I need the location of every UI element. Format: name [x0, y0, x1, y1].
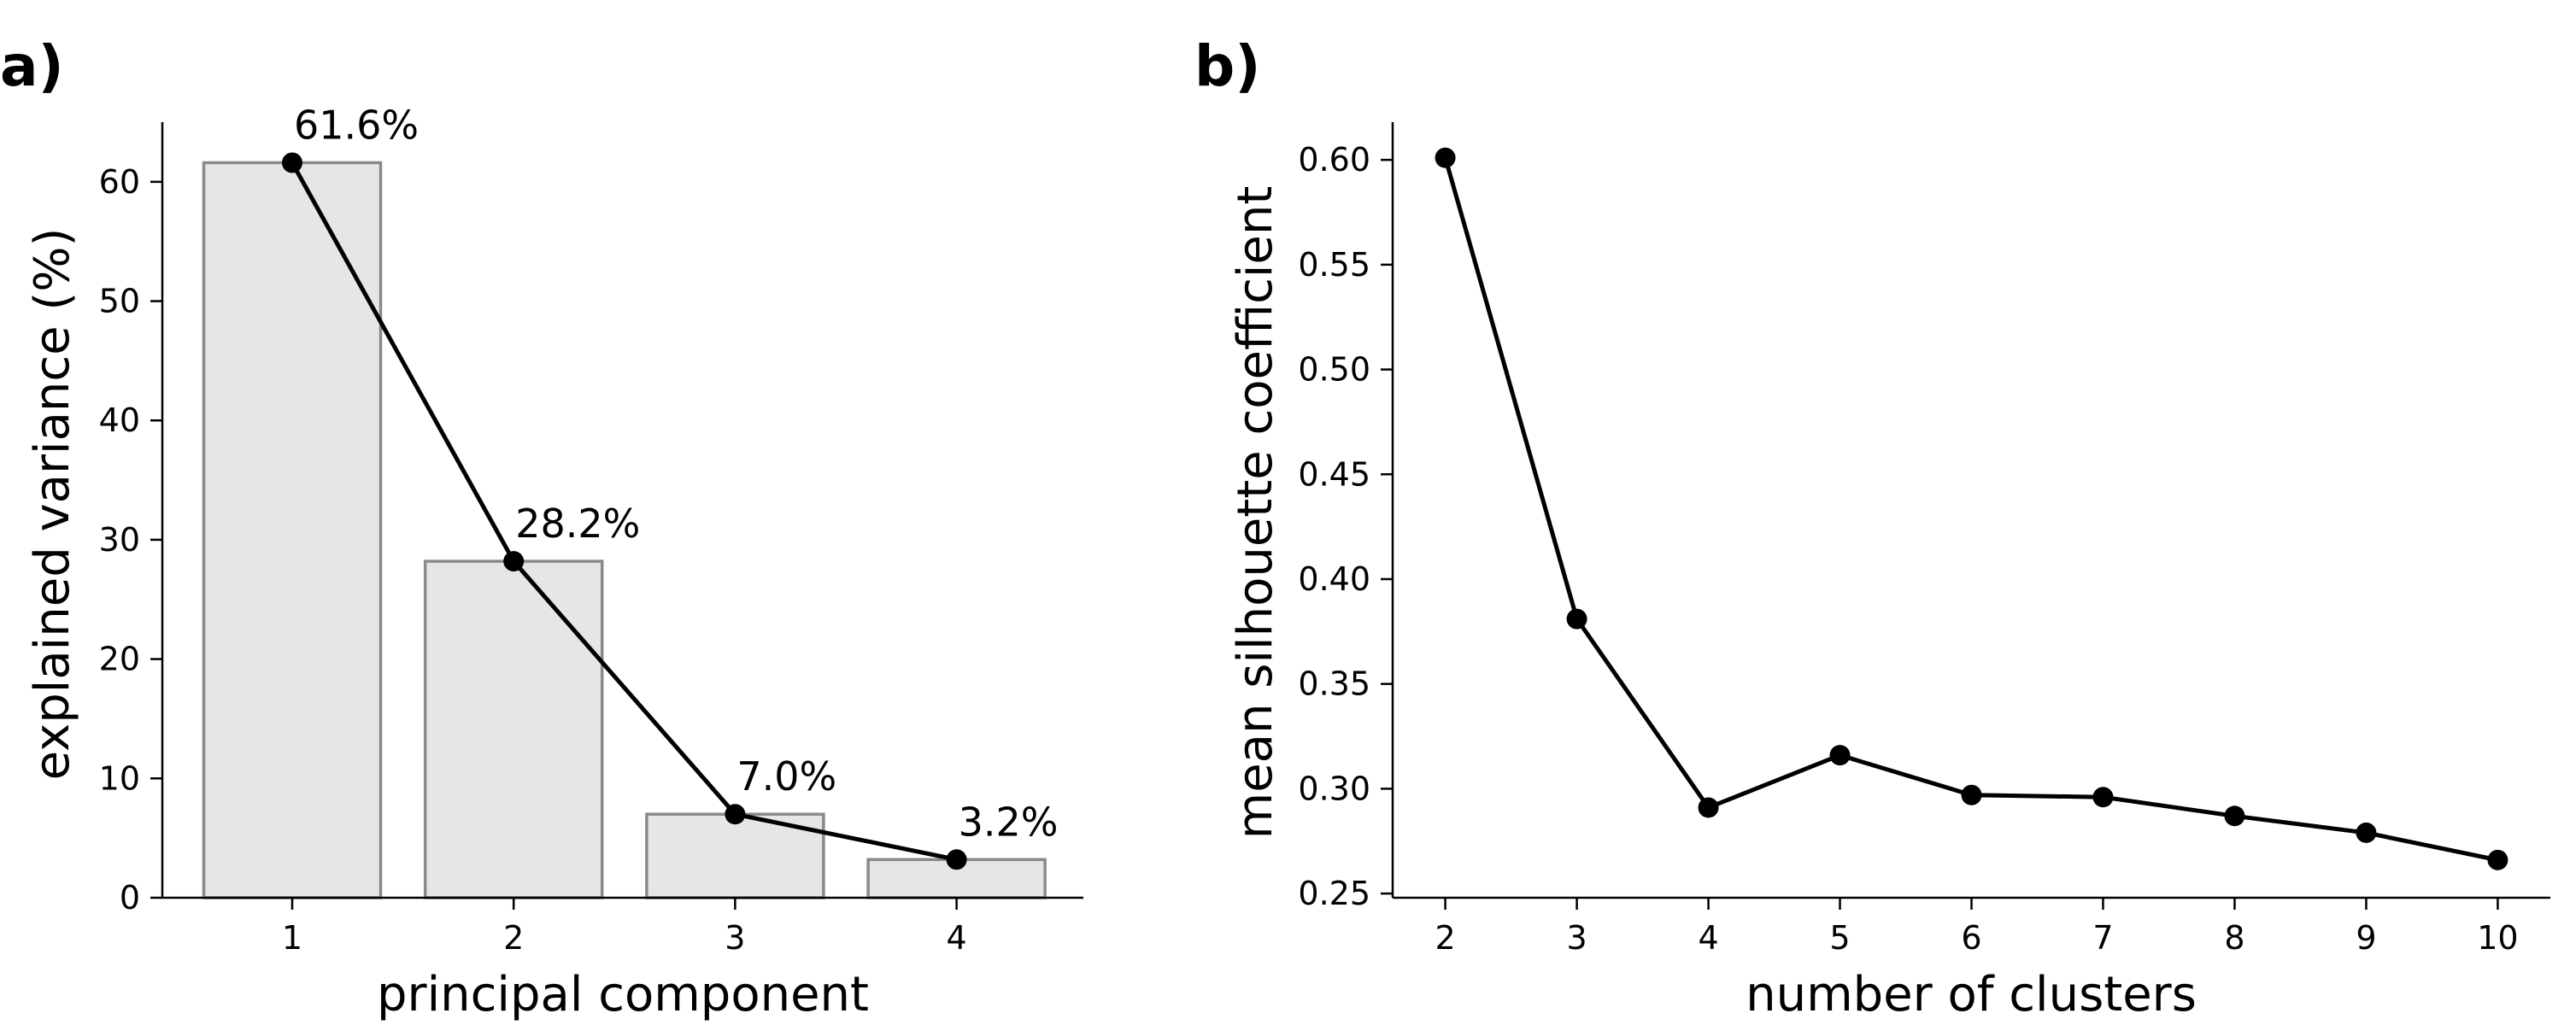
- silhouette-point-8: [2224, 805, 2245, 827]
- panel-b-y-ticks: 0.25 0.30 0.35 0.40 0.45 0.50 0.55 0.60: [1298, 141, 1393, 912]
- silhouette-line: [1443, 157, 2498, 863]
- x-tick-label: 9: [2356, 919, 2376, 957]
- x-tick-label: 7: [2092, 919, 2113, 957]
- y-tick-label: 40: [99, 401, 140, 439]
- data-label-4: 3.2%: [959, 799, 1059, 845]
- silhouette-point-7: [2092, 787, 2114, 808]
- y-tick-label: 0.45: [1298, 455, 1370, 493]
- x-tick-label: 6: [1961, 919, 1981, 957]
- x-tick-label: 3: [725, 919, 745, 957]
- variance-point-3: [725, 804, 746, 825]
- variance-point-1: [282, 152, 302, 173]
- y-tick-label: 50: [99, 283, 140, 320]
- silhouette-point-10: [2487, 849, 2509, 870]
- silhouette-point-9: [2356, 822, 2377, 843]
- y-tick-label: 60: [99, 163, 140, 201]
- panel-b-x-axis-label: number of clusters: [1746, 967, 2197, 1022]
- silhouette-point-5: [1829, 745, 1851, 766]
- y-tick-label: 0.60: [1298, 141, 1370, 179]
- y-tick-label: 0.35: [1298, 665, 1370, 703]
- variance-point-4: [946, 849, 967, 870]
- y-tick-label: 0.25: [1298, 875, 1370, 912]
- y-tick-label: 0.55: [1298, 246, 1370, 284]
- silhouette-point-6: [1961, 784, 1982, 805]
- y-tick-label: 0.50: [1298, 351, 1370, 389]
- x-tick-label: 8: [2224, 919, 2244, 957]
- x-tick-label: 10: [2477, 919, 2518, 957]
- panel-a-x-axis-label: principal component: [377, 967, 869, 1022]
- panel-b: b) 0.25 0.30 0.35 0.40 0.45 0.50 0.55 0.60 2 3 4 5…: [1194, 33, 2550, 1022]
- x-tick-label: 2: [1435, 919, 1455, 957]
- x-tick-label: 4: [947, 919, 967, 957]
- silhouette-point-2: [1435, 147, 1456, 168]
- y-tick-label: 0.30: [1298, 770, 1370, 807]
- y-tick-label: 10: [99, 759, 140, 797]
- data-label-3: 7.0%: [736, 753, 836, 800]
- panel-b-y-axis-label: mean silhouette coefficient: [1228, 186, 1283, 840]
- x-tick-label: 3: [1566, 919, 1587, 957]
- y-tick-label: 0.40: [1298, 560, 1370, 598]
- y-tick-label: 30: [99, 521, 140, 559]
- silhouette-point-3: [1566, 608, 1587, 630]
- bar-1: [202, 161, 383, 899]
- bar-2: [423, 559, 604, 899]
- y-tick-label: 0: [120, 879, 140, 917]
- x-tick-label: 4: [1698, 919, 1718, 957]
- panel-a-series: [282, 152, 967, 870]
- x-tick-label: 2: [503, 919, 524, 957]
- data-label-1: 61.6%: [294, 102, 419, 148]
- panel-a-y-axis-label: explained variance (%): [25, 228, 80, 781]
- panel-a-axes: [161, 122, 1083, 899]
- panel-b-series: [1435, 147, 2509, 870]
- panel-b-letter: b): [1194, 33, 1260, 99]
- panel-a-x-ticks: 1 2 3 4: [282, 898, 967, 957]
- panel-a-data-labels: 61.6% 28.2% 7.0% 3.2%: [294, 102, 1058, 845]
- variance-line: [290, 161, 958, 862]
- panel-a-y-ticks: 0 10 20 30 40 50 60: [99, 163, 162, 917]
- panel-a-letter: a): [0, 33, 64, 99]
- data-label-2: 28.2%: [515, 501, 640, 547]
- variance-point-2: [503, 551, 525, 572]
- panel-b-axes: [1391, 122, 2550, 899]
- x-tick-label: 5: [1829, 919, 1850, 957]
- silhouette-point-4: [1698, 797, 1719, 818]
- x-tick-label: 1: [282, 919, 302, 957]
- y-tick-label: 20: [99, 641, 140, 678]
- bar-4: [866, 858, 1047, 899]
- panel-a: a) 0 10 20 30 40 50 60 1 2 3 4 61.6% 28.2% 7.0% 3.2%…: [0, 33, 1083, 1022]
- panel-b-x-ticks: 2 3 4 5 6 7 8 9 10: [1435, 898, 2519, 957]
